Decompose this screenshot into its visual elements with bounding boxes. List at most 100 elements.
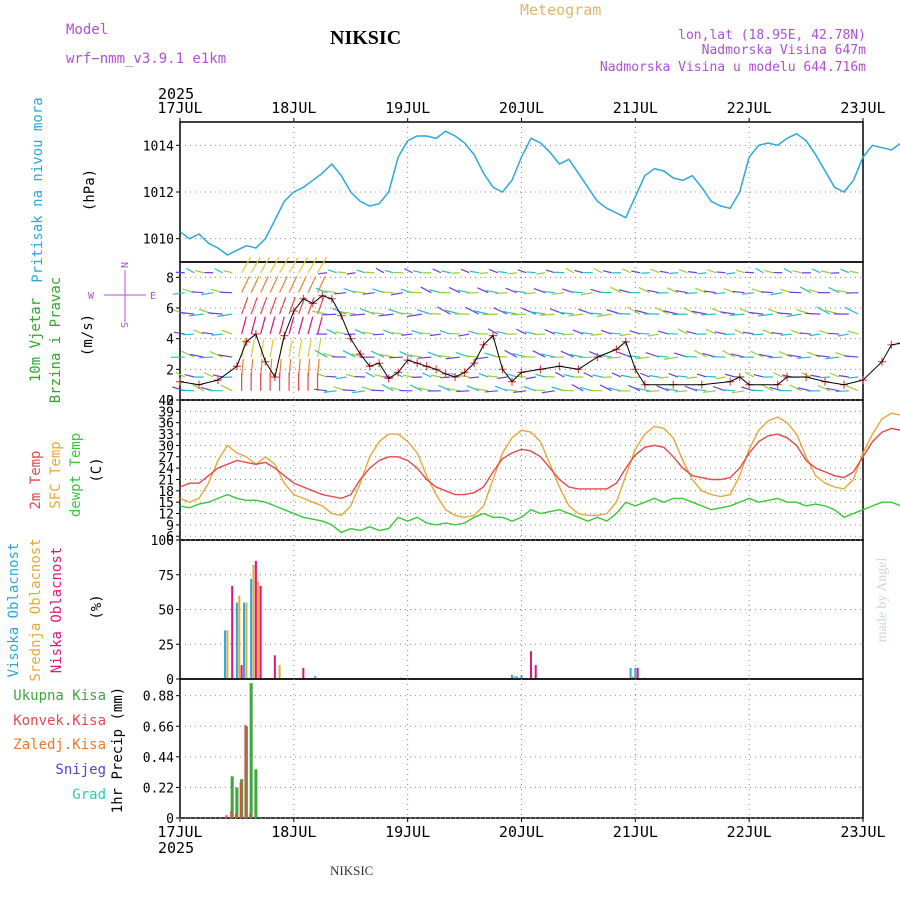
compass-n: N [118, 262, 129, 268]
cloud-y-ticks: 0 25 50 75 100 [151, 534, 180, 688]
precip-y-ticks: 0 0.22 0.44 0.66 0.88 [143, 690, 180, 827]
wind-arrow [836, 289, 849, 294]
model-label: Model [66, 22, 108, 38]
wind-arrow [730, 353, 745, 358]
wind-arrow [715, 376, 726, 380]
wind-arrow [321, 313, 337, 316]
wind-arrow [844, 355, 859, 358]
cloud-bar [245, 602, 248, 679]
wind-arrow [307, 316, 314, 335]
wind-arrow [630, 376, 641, 379]
wind-arrow [599, 384, 612, 392]
wind-arrow [558, 311, 574, 315]
wind-arrow [371, 350, 385, 358]
wind-arrow [514, 290, 527, 294]
year-label-top: 2025 [158, 85, 194, 103]
station-title: NIKSIC [330, 27, 401, 49]
wind-arrow [820, 270, 830, 274]
wind-arrow [458, 333, 470, 337]
wind-arrow [581, 331, 593, 335]
wind-arrow [659, 270, 669, 274]
wind-arrow [828, 286, 840, 294]
x-tick-top-19JUL: 19JUL [385, 99, 430, 117]
precip-bar [235, 787, 239, 818]
y-tick-label: 0 [166, 812, 174, 827]
wind-arrow [315, 287, 328, 294]
wind-arrow [656, 385, 669, 392]
cloud-bar [520, 674, 523, 679]
wind-arrow [465, 306, 480, 315]
wind-arrow [288, 339, 293, 358]
wind-arrow [269, 339, 274, 358]
wind-arrow [241, 276, 250, 293]
wind-arrow [580, 292, 593, 296]
temp-label-1: 2m Temp [28, 450, 44, 509]
precip-bar [254, 769, 258, 818]
wind-arrow [334, 292, 347, 295]
wind-arrow [675, 289, 688, 294]
wind-arrow [354, 329, 366, 335]
model-name: wrf−nmm_v3.9.1 e1km [66, 51, 226, 67]
wind-arrow [199, 356, 214, 359]
wind-arrow [722, 350, 736, 358]
precip-bar [234, 813, 237, 818]
wind-arrow [838, 375, 849, 378]
wind-arrow [209, 351, 223, 358]
wind-arrow [601, 329, 612, 335]
wind-arrow [703, 290, 717, 294]
wind-arrow [297, 316, 304, 335]
wind-arrow [503, 388, 517, 392]
wind-arrow [759, 353, 773, 358]
wind-arrow [647, 289, 660, 294]
wind-arrow [279, 316, 285, 335]
wind-arrow [542, 290, 555, 294]
wind-arrow [381, 291, 394, 294]
wind-arrow [578, 356, 593, 359]
wind-arrow [532, 350, 546, 358]
wind-arrow [345, 373, 356, 378]
wind-arrow [646, 390, 660, 393]
wind-arrow [439, 330, 451, 335]
wind-arrow [484, 390, 498, 393]
wind-arrow [456, 390, 470, 393]
wind-arrow [316, 316, 323, 335]
wind-arrow [429, 333, 441, 337]
wind-arrow [635, 356, 650, 360]
x-tick-top-23JUL: 23JUL [840, 99, 885, 117]
wind-arrow [260, 276, 269, 293]
wind-arrow [750, 350, 764, 358]
wind-y-ticks: 0 2 4 6 8 [166, 271, 180, 409]
wind-arrow [188, 313, 204, 317]
wind-arrow [173, 331, 185, 335]
wind-arrow [211, 333, 223, 336]
wind-arrow [498, 271, 508, 274]
y-tick-label: 0 [166, 394, 174, 409]
wind-arrow [700, 313, 716, 316]
wind-label-1: 10m Vjetar [28, 298, 44, 382]
wind-arrow [446, 387, 460, 392]
wind-arrow [314, 388, 328, 392]
wind-arrow [218, 354, 233, 358]
wind-arrow [223, 270, 233, 274]
wind-arrow [441, 270, 451, 274]
wind-arrow [629, 330, 641, 335]
x-tick-bottom-18JUL: 18JUL [271, 823, 316, 841]
wind-arrow [792, 270, 802, 274]
credit-text: made by Angel [875, 558, 890, 643]
wind-arrow [391, 331, 404, 335]
wind-arrow [725, 373, 736, 378]
wind-arrow [540, 353, 555, 358]
wind-arrow [532, 389, 546, 392]
wind-arrow [217, 313, 233, 318]
wind-arrow [789, 384, 802, 392]
wind-arrow [445, 356, 460, 360]
wind-arrow [677, 328, 688, 335]
wind-arrow [475, 388, 489, 392]
wind-arrow [494, 385, 508, 392]
compass-rose: W E N S [88, 262, 156, 328]
wind-arrow [799, 286, 812, 294]
wind-arrow [752, 333, 764, 336]
wind-arrow [640, 372, 650, 378]
wind-arrow [485, 289, 498, 294]
